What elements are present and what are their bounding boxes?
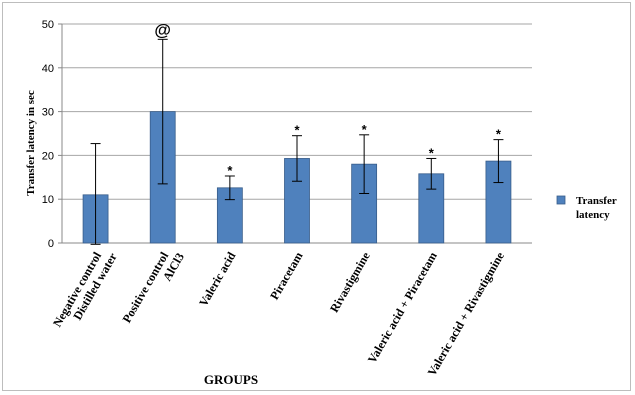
x-axis-title: GROUPS — [204, 372, 258, 387]
x-tick-label-3: Piracetam — [267, 250, 305, 303]
y-tick-label: 20 — [42, 150, 54, 162]
y-tick-label: 10 — [42, 194, 54, 206]
x-tick-label-5: Valeric acid + Piracetam — [365, 250, 440, 366]
x-axis-labels: Negative controlDistilled water Positive … — [50, 243, 508, 378]
significance-marker-3: * — [294, 123, 300, 138]
y-tick-label: 30 — [42, 107, 54, 119]
x-tick-label-line: Rivastigmine — [327, 249, 373, 315]
y-tick-label: 50 — [42, 19, 54, 31]
y-tick-label: 0 — [48, 238, 54, 250]
significance-marker-6: * — [496, 127, 502, 142]
x-tick-label-6: Valeric acid + Rivastigmine — [425, 249, 508, 378]
significance-marker-1: @ — [154, 20, 171, 39]
legend-label-line1: Transfer — [576, 195, 617, 207]
x-tick-label-line: Piracetam — [267, 250, 305, 303]
x-tick-label-line: Valeric acid + Piracetam — [365, 250, 440, 366]
x-tick-label-2: Valeric acid — [196, 249, 239, 309]
legend: Transfer latency — [556, 195, 617, 221]
legend-label-line2: latency — [576, 209, 610, 221]
y-axis: 0 10 20 30 40 50 — [42, 19, 63, 250]
x-tick-label-1: Positive controlAlCl3 — [119, 243, 186, 332]
x-tick-label-4: Rivastigmine — [327, 249, 373, 315]
x-tick-label-line: Valeric acid + Rivastigmine — [425, 249, 508, 378]
x-tick-label-0: Negative controlDistilled water — [50, 243, 120, 336]
y-axis-title: Transfer latency in sec — [25, 90, 37, 196]
significance-marker-4: * — [362, 122, 368, 137]
gridlines — [62, 23, 532, 244]
y-tick-label: 40 — [42, 63, 54, 75]
x-tick-label-line: Positive control — [119, 249, 171, 325]
x-tick-label-line: Valeric acid — [196, 249, 239, 309]
bars: @ * * * * * — [82, 20, 512, 245]
legend-swatch — [556, 195, 566, 205]
significance-marker-5: * — [429, 145, 435, 160]
significance-marker-2: * — [227, 163, 233, 178]
